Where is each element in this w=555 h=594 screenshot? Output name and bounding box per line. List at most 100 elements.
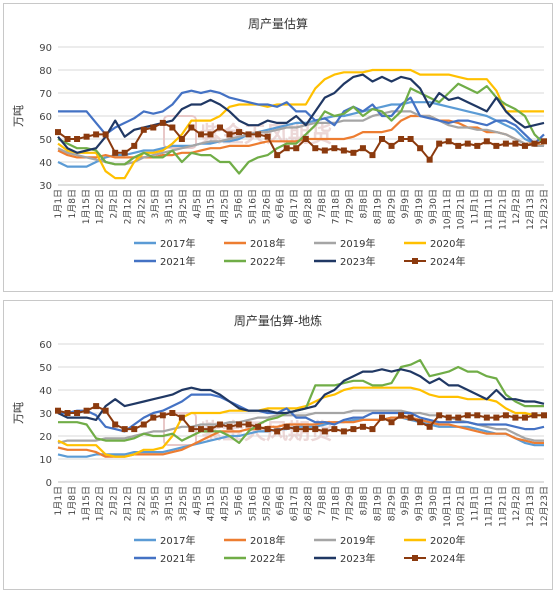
data-point: [264, 133, 271, 140]
data-point: [464, 140, 471, 147]
x-tick-label: 6月6日: [275, 486, 286, 515]
data-point: [531, 412, 538, 419]
data-point: [359, 145, 366, 152]
data-point: [502, 140, 509, 147]
x-tick-label: 11月1日: [470, 486, 481, 521]
data-point: [64, 410, 71, 416]
data-point: [521, 142, 528, 149]
legend-label: 2023年: [340, 255, 375, 268]
data-point: [340, 428, 347, 435]
data-point: [369, 152, 376, 159]
x-tick-label: 1月8日: [67, 486, 78, 515]
legend-marker: [412, 555, 418, 561]
data-point: [121, 149, 128, 156]
x-tick-label: 1月1日: [53, 486, 64, 515]
data-point: [159, 412, 166, 419]
data-point: [140, 421, 147, 428]
x-tick-label: 9月19日: [414, 189, 425, 224]
data-point: [445, 138, 452, 145]
x-tick-label: 11月1日: [470, 189, 481, 224]
x-tick-label: 9月30日: [428, 189, 439, 224]
legend-label: 2022年: [250, 255, 285, 268]
x-tick-label: 9月19日: [414, 486, 425, 521]
chart-panel-weekly-output-independent: 周产量估算-地炼 0 10 20 30 40 50 60 万吨 1月1日 1月8日 1月15日 1月22…: [3, 300, 553, 590]
data-point: [331, 426, 338, 433]
x-tick-label: 4月25日: [220, 189, 231, 224]
x-tick-label: 6月28日: [303, 189, 314, 224]
y-tick-label: 0: [46, 478, 52, 489]
x-tick-label: 2月2日: [109, 189, 120, 218]
x-tick-label: 5月6日: [234, 189, 245, 218]
x-tick-label: 12月2日: [511, 486, 522, 521]
legend-label: 2017年: [160, 534, 195, 547]
x-tick-label: 4月15日: [206, 189, 217, 224]
x-tick-label: 3月25日: [178, 486, 189, 521]
x-tick-label: 5月16日: [247, 486, 258, 521]
legend-label: 2018年: [250, 237, 285, 250]
series-line: [58, 89, 545, 145]
data-point: [283, 145, 290, 152]
data-point: [102, 131, 109, 138]
x-tick-label: 11月21日: [497, 189, 508, 230]
data-point: [159, 119, 166, 126]
series-line: [57, 82, 545, 175]
data-point: [188, 124, 195, 131]
x-tick-label: 2月2日: [109, 486, 120, 515]
series-line: [57, 73, 545, 154]
x-tick-label: 3月15日: [164, 189, 175, 224]
y-axis-label: 万吨: [12, 105, 25, 127]
x-tick-label: 11月21日: [497, 486, 508, 527]
y-tick-label: 80: [39, 66, 52, 77]
data-point: [474, 412, 481, 419]
data-point: [398, 136, 405, 142]
data-point: [274, 428, 281, 435]
series-line: [57, 110, 544, 166]
data-point: [131, 426, 138, 433]
data-point: [321, 147, 328, 154]
data-point: [150, 414, 157, 421]
data-point: [464, 412, 471, 419]
data-point: [407, 136, 414, 142]
data-point: [255, 423, 262, 430]
legend-label: 2019年: [340, 237, 375, 250]
y-tick-label: 30: [39, 181, 52, 192]
data-point: [274, 152, 281, 159]
data-point: [541, 412, 547, 419]
x-tick-label: 12月13日: [525, 189, 536, 230]
series-line: [58, 393, 545, 433]
x-tick-label: 5月6日: [234, 486, 245, 515]
data-point: [197, 131, 204, 138]
y-tick-label: 60: [39, 112, 52, 123]
data-point: [302, 136, 309, 142]
x-tick-label: 5月26日: [261, 189, 272, 224]
x-tick-label: 3月5日: [150, 189, 161, 218]
data-point: [483, 138, 490, 145]
x-tick-label: 2月22日: [136, 189, 147, 224]
x-tick-label: 8月29日: [386, 189, 397, 224]
data-point: [93, 403, 100, 410]
data-point: [112, 149, 119, 156]
x-tick-label: 7月29日: [345, 486, 356, 521]
data-point: [245, 131, 252, 138]
data-point: [502, 412, 509, 419]
data-point: [531, 140, 538, 147]
data-point: [178, 136, 185, 142]
data-point: [417, 419, 424, 426]
data-point: [150, 124, 157, 131]
series-line: [57, 68, 544, 180]
data-point: [512, 414, 519, 421]
y-tick-label: 30: [39, 409, 52, 420]
series-line: [57, 416, 544, 458]
x-tick-label: 7月18日: [331, 189, 342, 224]
data-point: [112, 421, 119, 428]
data-point: [388, 142, 395, 149]
data-point: [236, 129, 243, 136]
data-point: [455, 414, 462, 421]
legend-label: 2023年: [340, 552, 375, 565]
series-line: [57, 121, 545, 161]
data-point: [417, 145, 424, 152]
data-point: [226, 423, 233, 430]
legend-label: 2021年: [160, 552, 195, 565]
y-tick-label: 50: [39, 363, 52, 374]
legend-label: 2017年: [160, 237, 195, 250]
